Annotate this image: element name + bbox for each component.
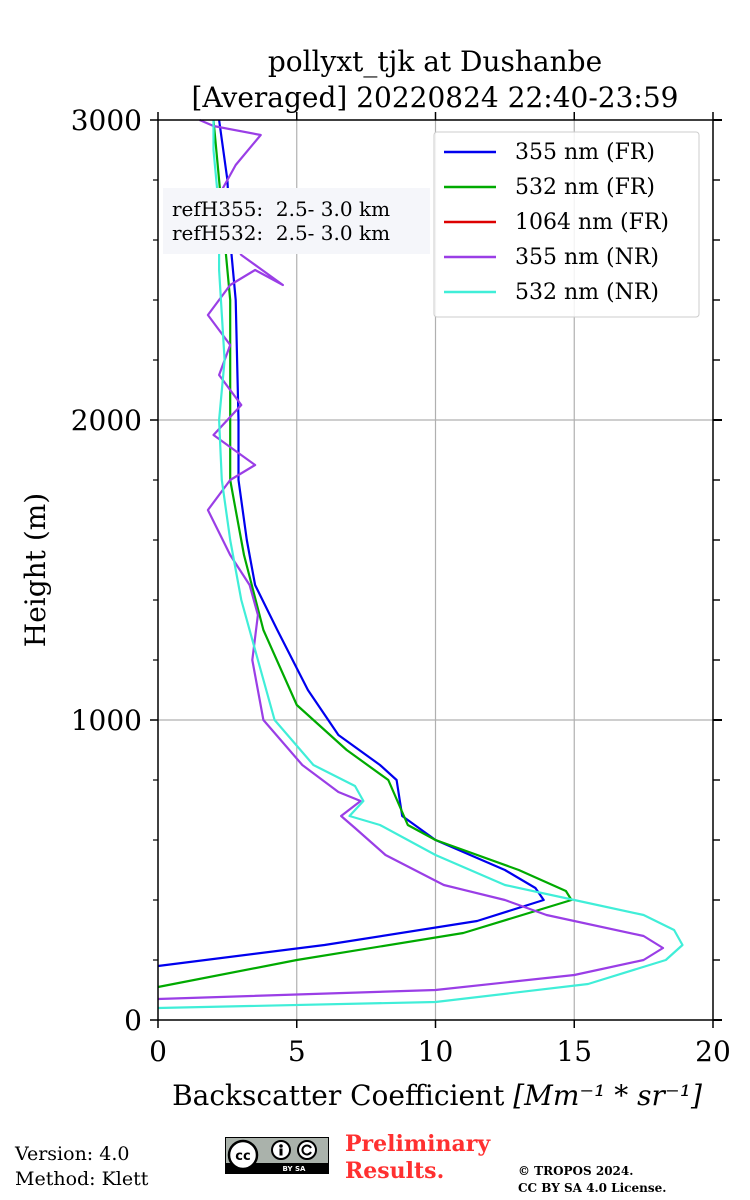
legend-label-1: 532 nm (FR): [515, 175, 655, 200]
results-label: Results.: [345, 1158, 445, 1184]
y-tick-label-0: 0: [124, 1004, 142, 1037]
series-line-4: [157, 120, 684, 1010]
x-tick-label-3: 15: [556, 1035, 592, 1068]
axis-ticks: [150, 112, 722, 1028]
x-axis-label-text: Backscatter Coefficient: [172, 1079, 513, 1112]
legend-label-2: 1064 nm (FR): [515, 210, 669, 235]
chart-title-line1: pollyxt_tjk at Dushanbe: [268, 45, 602, 78]
cc-badge-label: BY SA: [283, 1165, 307, 1173]
method-text: Method: Klett: [15, 1168, 149, 1190]
legend-label-0: 355 nm (FR): [515, 140, 655, 165]
x-tick-label-1: 5: [288, 1035, 306, 1068]
legend-entries: 355 nm (FR) 532 nm (FR) 1064 nm (FR) 355 nm…: [444, 140, 669, 305]
reference-height-box: refH355: 2.5- 3.0 km refH532: 2.5- 3.0 k…: [163, 188, 430, 254]
license-text: CC BY SA 4.0 License.: [518, 1181, 667, 1195]
series-line-0: [157, 119, 545, 968]
y-tick-label-1: 1000: [71, 704, 142, 737]
preliminary-label: Preliminary: [345, 1131, 491, 1157]
x-tick-label-4: 20: [695, 1035, 731, 1068]
reference-height-355: refH355: 2.5- 3.0 km: [172, 197, 390, 221]
legend-label-4: 532 nm (NR): [515, 280, 659, 305]
cc-by-sa-icon: cc BY SA: [225, 1137, 329, 1174]
x-tick-label-2: 10: [418, 1035, 454, 1068]
y-tick-label-3: 3000: [71, 104, 142, 137]
copyright-text: © TROPOS 2024.: [518, 1164, 634, 1178]
y-tick-label-2: 2000: [71, 404, 142, 437]
chart-title-line2: [Averaged] 20220824 22:40-23:59: [192, 81, 679, 114]
backscatter-chart: pollyxt_tjk at Dushanbe [Averaged] 20220…: [19, 45, 731, 1112]
series-line-3: [157, 118, 665, 1001]
x-axis-label: Backscatter Coefficient [Mm⁻¹ * sr⁻¹]: [172, 1079, 702, 1112]
y-axis-label: Height (m): [19, 493, 52, 647]
svg-text:cc: cc: [235, 1149, 250, 1164]
reference-height-532: refH532: 2.5- 3.0 km: [172, 221, 390, 245]
legend: 355 nm (FR) 532 nm (FR) 1064 nm (FR) 355 nm…: [433, 131, 700, 318]
version-text: Version: 4.0: [15, 1143, 130, 1165]
series-group: [157, 118, 684, 1010]
x-axis-label-unit: [Mm⁻¹ * sr⁻¹]: [513, 1079, 702, 1112]
axis-tick-labels: 0 5 10 15 20 0 1000 2000 3000: [71, 104, 731, 1068]
legend-label-3: 355 nm (NR): [515, 245, 659, 270]
x-tick-label-0: 0: [149, 1035, 167, 1068]
